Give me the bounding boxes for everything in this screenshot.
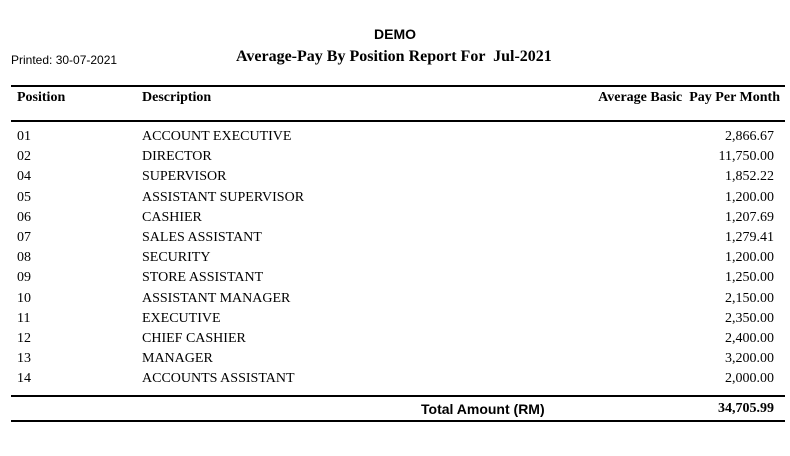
description-cell: ACCOUNTS ASSISTANT bbox=[142, 371, 295, 387]
description-cell: CHIEF CASHIER bbox=[142, 330, 246, 346]
column-header-amount: Average Basic Pay Per Month bbox=[598, 90, 780, 105]
position-cell: 02 bbox=[17, 149, 31, 165]
amount-cell: 1,207.69 bbox=[725, 209, 774, 225]
amount-cell: 3,200.00 bbox=[725, 351, 774, 367]
column-header-description: Description bbox=[142, 90, 212, 105]
amount-cell: 2,350.00 bbox=[725, 310, 774, 326]
table-row: 14 ACCOUNTS ASSISTANT 2,000.00 bbox=[0, 370, 790, 390]
amount-cell: 1,250.00 bbox=[725, 270, 774, 286]
position-cell: 04 bbox=[17, 169, 31, 185]
total-bottom-rule bbox=[11, 420, 785, 422]
total-label: Total Amount (RM) bbox=[421, 401, 545, 417]
table-row: 04 SUPERVISOR 1,852.22 bbox=[0, 168, 790, 188]
total-top-rule bbox=[11, 395, 785, 397]
report-title: Average-Pay By Position Report For Jul-2… bbox=[236, 48, 552, 65]
position-cell: 06 bbox=[17, 209, 31, 225]
description-cell: EXECUTIVE bbox=[142, 310, 221, 326]
position-cell: 11 bbox=[17, 310, 31, 326]
description-cell: SECURITY bbox=[142, 250, 211, 266]
position-cell: 01 bbox=[17, 129, 31, 144]
amount-cell: 11,750.00 bbox=[718, 149, 774, 165]
amount-cell: 1,279.41 bbox=[725, 229, 774, 245]
position-cell: 10 bbox=[17, 290, 31, 306]
table-row: 08 SECURITY 1,200.00 bbox=[0, 249, 790, 269]
amount-cell: 1,200.00 bbox=[725, 250, 774, 266]
description-cell: ASSISTANT MANAGER bbox=[142, 290, 291, 306]
description-cell: STORE ASSISTANT bbox=[142, 270, 264, 286]
column-header-position: Position bbox=[17, 90, 66, 105]
amount-cell: 1,852.22 bbox=[725, 169, 774, 185]
description-cell: ASSISTANT SUPERVISOR bbox=[142, 189, 305, 205]
position-cell: 14 bbox=[17, 371, 31, 387]
report-rows: 01 ACCOUNT EXECUTIVE 2,866.67 02 DIRECTOR 11,… bbox=[0, 128, 790, 390]
description-cell: DIRECTOR bbox=[142, 149, 212, 165]
description-cell: SALES ASSISTANT bbox=[142, 229, 262, 245]
printed-date: Printed: 30-07-2021 bbox=[11, 53, 118, 67]
table-row: 07 SALES ASSISTANT 1,279.41 bbox=[0, 229, 790, 249]
table-row: 09 STORE ASSISTANT 1,250.00 bbox=[0, 269, 790, 289]
description-cell: CASHIER bbox=[142, 209, 202, 225]
position-cell: 07 bbox=[17, 229, 31, 245]
position-cell: 08 bbox=[17, 250, 31, 266]
table-row: 13 MANAGER 3,200.00 bbox=[0, 350, 790, 370]
table-row: 02 DIRECTOR 11,750.00 bbox=[0, 148, 790, 168]
table-row: 11 EXECUTIVE 2,350.00 bbox=[0, 310, 790, 330]
table-row: 05 ASSISTANT SUPERVISOR 1,200.00 bbox=[0, 189, 790, 209]
amount-cell: 2,150.00 bbox=[725, 290, 774, 306]
table-row: 12 CHIEF CASHIER 2,400.00 bbox=[0, 330, 790, 350]
table-row: 01 ACCOUNT EXECUTIVE 2,866.67 bbox=[0, 128, 790, 148]
company-name: DEMO bbox=[374, 26, 416, 42]
header-top-rule bbox=[11, 85, 785, 87]
description-cell: ACCOUNT EXECUTIVE bbox=[142, 129, 292, 144]
position-cell: 12 bbox=[17, 330, 31, 346]
position-cell: 09 bbox=[17, 270, 31, 286]
amount-cell: 2,400.00 bbox=[725, 330, 774, 346]
table-row: 10 ASSISTANT MANAGER 2,150.00 bbox=[0, 290, 790, 310]
amount-cell: 2,000.00 bbox=[725, 371, 774, 387]
amount-cell: 1,200.00 bbox=[725, 189, 774, 205]
table-row: 06 CASHIER 1,207.69 bbox=[0, 209, 790, 229]
description-cell: SUPERVISOR bbox=[142, 169, 227, 185]
total-amount: 34,705.99 bbox=[718, 401, 774, 416]
header-bottom-rule bbox=[11, 120, 785, 122]
amount-cell: 2,866.67 bbox=[725, 129, 774, 144]
position-cell: 13 bbox=[17, 351, 31, 367]
position-cell: 05 bbox=[17, 189, 31, 205]
description-cell: MANAGER bbox=[142, 351, 213, 367]
